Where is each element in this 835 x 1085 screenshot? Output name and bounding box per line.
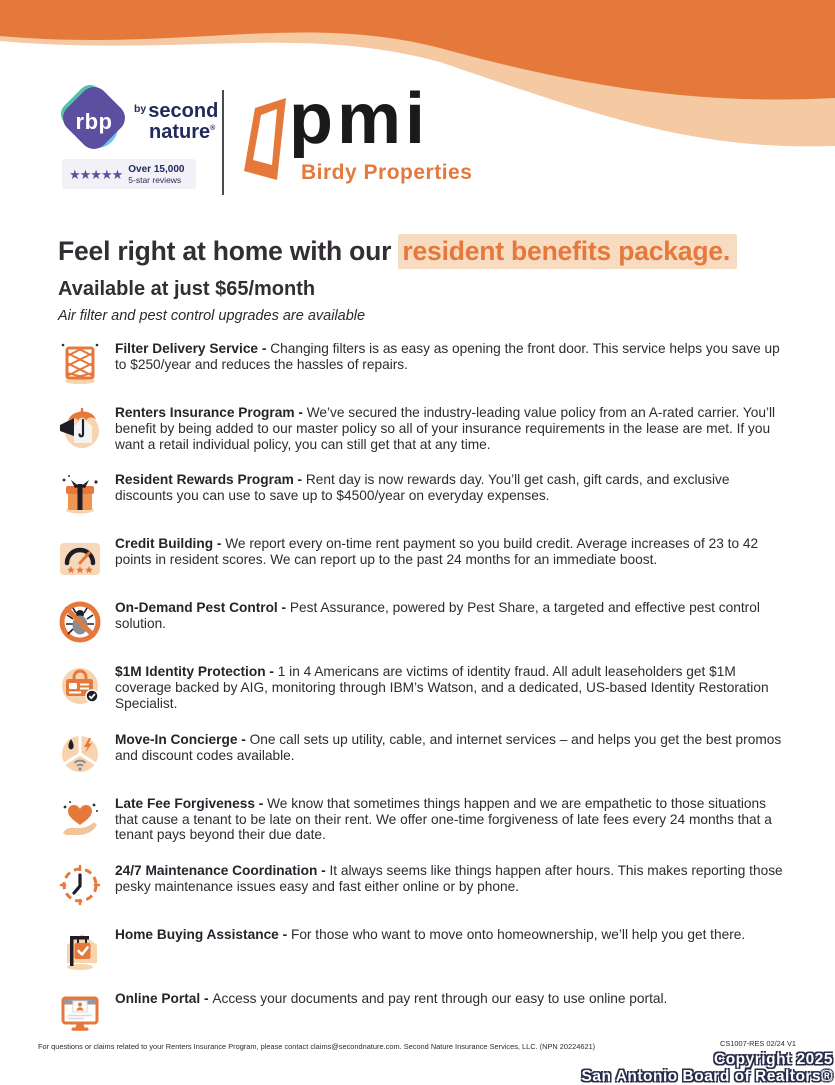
second-nature-word2: nature xyxy=(149,121,210,143)
benefit-title: Renters Insurance Program - xyxy=(115,405,307,420)
heart-in-hand-icon xyxy=(58,796,102,840)
benefit-credit-building: Credit Building - We report every on-tim… xyxy=(58,536,800,580)
page-title-prefix: Feel right at home with our xyxy=(58,236,398,266)
upgrades-note: Air filter and pest control upgrades are… xyxy=(58,308,800,324)
benefit-move-in-concierge: Move-In Concierge - One call sets up uti… xyxy=(58,732,800,776)
air-filter-icon xyxy=(58,341,102,385)
pmi-logo-text: pmi xyxy=(289,78,429,160)
renters-insurance-icon xyxy=(58,405,102,449)
utilities-pie-icon xyxy=(58,732,102,776)
benefit-resident-rewards: Resident Rewards Program - Rent day is n… xyxy=(58,472,800,516)
benefit-online-portal: Online Portal - Access your documents an… xyxy=(58,991,800,1035)
reviews-label: 5-star reviews xyxy=(128,175,184,185)
reviews-badge: ★★★★★ Over 15,000 5-star reviews xyxy=(62,159,196,189)
benefit-title: Credit Building - xyxy=(115,536,225,551)
benefit-home-buying: Home Buying Assistance - For those who w… xyxy=(58,927,800,971)
monitor-icon xyxy=(58,991,102,1035)
price-subtitle: Available at just $65/month xyxy=(58,278,800,301)
copyright-watermark: Copyright 2025 San Antonio Board of Real… xyxy=(582,1052,833,1085)
benefit-title: On-Demand Pest Control - xyxy=(115,600,290,615)
five-star-icon: ★★★★★ xyxy=(69,168,122,181)
benefit-identity-protection: $1M Identity Protection - 1 in 4 America… xyxy=(58,664,800,711)
benefit-pest-control: On-Demand Pest Control - Pest Assurance,… xyxy=(58,600,800,644)
second-nature-word1: second xyxy=(148,100,218,122)
benefit-title: Home Buying Assistance - xyxy=(115,927,291,942)
benefit-maintenance-coordination: 24/7 Maintenance Coordination - It alway… xyxy=(58,863,800,907)
benefit-title: Filter Delivery Service - xyxy=(115,341,270,356)
insurance-disclaimer: For questions or claims related to your … xyxy=(38,1042,595,1051)
rbp-logo: rbp xyxy=(64,90,124,150)
sale-sign-icon xyxy=(58,927,102,971)
page-title-highlight: resident benefits package. xyxy=(398,234,737,269)
pmi-logo-subtitle: Birdy Properties xyxy=(301,161,472,185)
page-title: Feel right at home with our resident ben… xyxy=(58,236,800,267)
benefit-renters-insurance: Renters Insurance Program - We’ve secure… xyxy=(58,405,800,452)
realtors-line: San Antonio Board of Realtors® xyxy=(582,1069,833,1085)
rbp-logo-text: rbp xyxy=(64,109,124,135)
benefit-title: Late Fee Forgiveness - xyxy=(115,796,267,811)
benefit-title: $1M Identity Protection - xyxy=(115,664,278,679)
benefit-late-fee-forgiveness: Late Fee Forgiveness - We know that some… xyxy=(58,796,800,843)
logo-divider xyxy=(222,90,224,195)
pmi-logo-mark-icon xyxy=(243,98,289,189)
benefit-desc: Access your documents and pay rent throu… xyxy=(212,991,667,1006)
reviews-count: Over 15,000 xyxy=(128,164,184,175)
benefit-title: 24/7 Maintenance Coordination - xyxy=(115,863,329,878)
clock-icon xyxy=(58,863,102,907)
benefits-list: Filter Delivery Service - Changing filte… xyxy=(58,341,800,1035)
benefit-title: Resident Rewards Program - xyxy=(115,472,306,487)
document-code: CS1007-RES 02/24 V1 xyxy=(720,1039,796,1048)
benefit-title: Online Portal - xyxy=(115,991,212,1006)
second-nature-by: by xyxy=(134,103,146,115)
no-pests-icon xyxy=(58,600,102,644)
registered-mark: ® xyxy=(210,125,215,132)
main-content: Feel right at home with our resident ben… xyxy=(58,236,800,1035)
credit-gauge-icon xyxy=(58,536,102,580)
gift-box-icon xyxy=(58,472,102,516)
benefit-title: Move-In Concierge - xyxy=(115,732,250,747)
identity-card-icon xyxy=(58,664,102,708)
benefit-desc: For those who want to move onto homeowne… xyxy=(291,927,745,942)
benefit-filter-delivery: Filter Delivery Service - Changing filte… xyxy=(58,341,800,385)
copyright-line: Copyright 2025 xyxy=(582,1052,833,1069)
